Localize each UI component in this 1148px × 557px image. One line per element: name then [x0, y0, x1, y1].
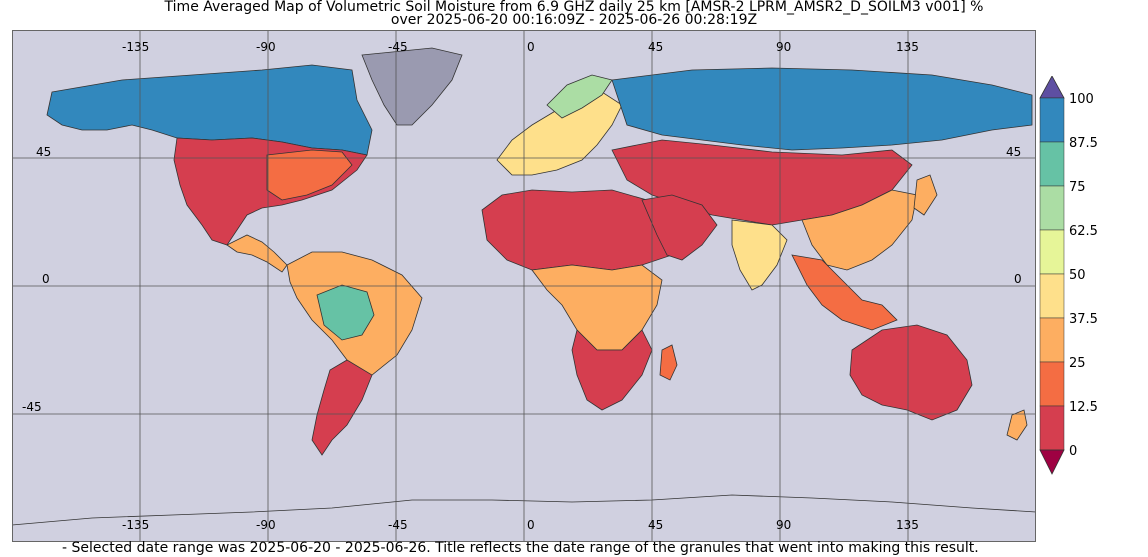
land-southeast-asia: [791, 254, 898, 331]
land-eastern-us: [266, 149, 353, 201]
map-title-line2: over 2025-06-20 00:16:09Z - 2025-06-26 0…: [390, 12, 758, 28]
colorbar-segments: [1039, 97, 1065, 451]
lon-label-top-90: 90: [776, 40, 791, 54]
colorbar-tick-labels: 100 87.5 75 62.5 50 37.5 25 12.5 0: [1069, 92, 1098, 459]
lat-label-right-45: 45: [1006, 145, 1021, 159]
lat-label-left-45: 45: [36, 145, 51, 159]
colorbar-tick-50: 50: [1069, 268, 1086, 283]
lon-label-top-0: 0: [527, 40, 535, 54]
land-siberia: [611, 67, 1033, 151]
colorbar-segment-62-5-to-75: [1039, 185, 1065, 231]
colorbar-tick-12-5: 12.5: [1069, 400, 1098, 415]
lon-label-top-minus45: -45: [388, 40, 408, 54]
graticule: [12, 30, 1036, 542]
lat-label-left-minus45: -45: [22, 400, 42, 414]
lon-label-bottom-minus45: -45: [388, 518, 408, 532]
colorbar-tick-37-5: 37.5: [1069, 312, 1098, 327]
land-central-america: [226, 234, 288, 273]
colorbar-tick-25: 25: [1069, 356, 1086, 371]
lon-label-bottom-0: 0: [527, 518, 535, 532]
colorbar-segment-25-to-37-5: [1039, 317, 1065, 363]
soil-moisture-map: -135 -90 -45 0 45 90 135 -135 -90 -45 0 …: [12, 30, 1036, 542]
lon-label-top-minus90: -90: [256, 40, 276, 54]
lat-label-left-0: 0: [42, 272, 50, 286]
lon-label-top-45: 45: [648, 40, 663, 54]
colorbar-segment-0-to-12-5: [1039, 405, 1065, 451]
lon-label-bottom-45: 45: [648, 518, 663, 532]
lon-label-top-135: 135: [896, 40, 919, 54]
lon-label-bottom-minus90: -90: [256, 518, 276, 532]
right-latitude-labels: 45 0: [1006, 145, 1022, 286]
colorbar-under-triangle: [1039, 449, 1065, 475]
lon-label-bottom-90: 90: [776, 518, 791, 532]
lon-label-bottom-135: 135: [896, 518, 919, 532]
colorbar-segment-87-5-to-100: [1039, 97, 1065, 143]
land-japan: [913, 174, 938, 216]
land-india: [731, 219, 788, 291]
top-longitude-labels: -135 -90 -45 0 45 90 135: [122, 40, 919, 54]
land-australia: [849, 324, 973, 421]
colorbar-segment-75-to-87-5: [1039, 141, 1065, 187]
colorbar-segment-37-5-to-50: [1039, 273, 1065, 319]
left-latitude-labels: 45 0 -45: [22, 145, 51, 414]
land-new-zealand: [1006, 409, 1028, 441]
land-east-asia: [801, 189, 918, 271]
colorbar-tick-100: 100: [1069, 92, 1094, 107]
land-greenland: [361, 47, 463, 126]
colorbar-segment-12-5-to-25: [1039, 361, 1065, 407]
map-title-line1: Time Averaged Map of Volumetric Soil Moi…: [164, 0, 984, 15]
colorbar-tick-62-5: 62.5: [1069, 224, 1098, 239]
colorbar-over-triangle: [1039, 76, 1065, 99]
land-europe: [496, 91, 623, 176]
land-middle-east: [641, 194, 718, 261]
date-range-note: - Selected date range was 2025-06-20 - 2…: [62, 540, 979, 556]
map-frame: [12, 30, 1036, 542]
land-south-america-south: [311, 359, 373, 456]
land-madagascar: [659, 344, 678, 381]
colorbar: 100 87.5 75 62.5 50 37.5 25 12.5 0: [1039, 76, 1098, 475]
lat-label-right-0: 0: [1014, 272, 1022, 286]
bottom-longitude-labels: -135 -90 -45 0 45 90 135: [122, 518, 919, 532]
land-scandinavia: [546, 74, 613, 119]
land-southern-africa: [571, 329, 653, 411]
lon-label-bottom-minus135: -135: [122, 518, 149, 532]
lon-label-top-minus135: -135: [122, 40, 149, 54]
colorbar-segment-50-to-62-5: [1039, 229, 1065, 275]
colorbar-tick-87-5: 87.5: [1069, 136, 1098, 151]
colorbar-tick-75: 75: [1069, 180, 1086, 195]
colorbar-tick-0: 0: [1069, 444, 1077, 459]
